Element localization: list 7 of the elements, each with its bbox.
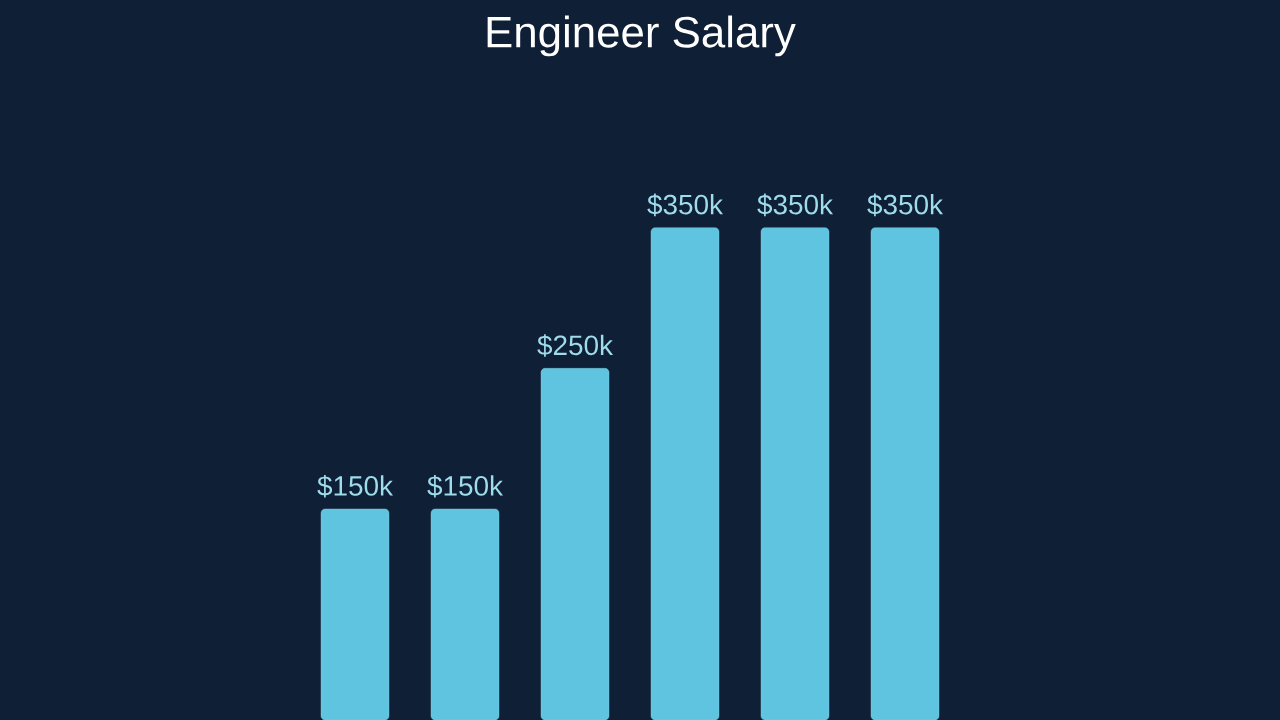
data-label: $250k bbox=[537, 334, 614, 357]
data-label: $350k bbox=[867, 193, 944, 217]
data-label: $350k bbox=[647, 193, 724, 217]
chart-title: Engineer Salary bbox=[487, 15, 796, 57]
data-label: $150k bbox=[427, 474, 504, 498]
data-label: $150k bbox=[317, 474, 394, 498]
data-label: $350k bbox=[757, 193, 834, 217]
